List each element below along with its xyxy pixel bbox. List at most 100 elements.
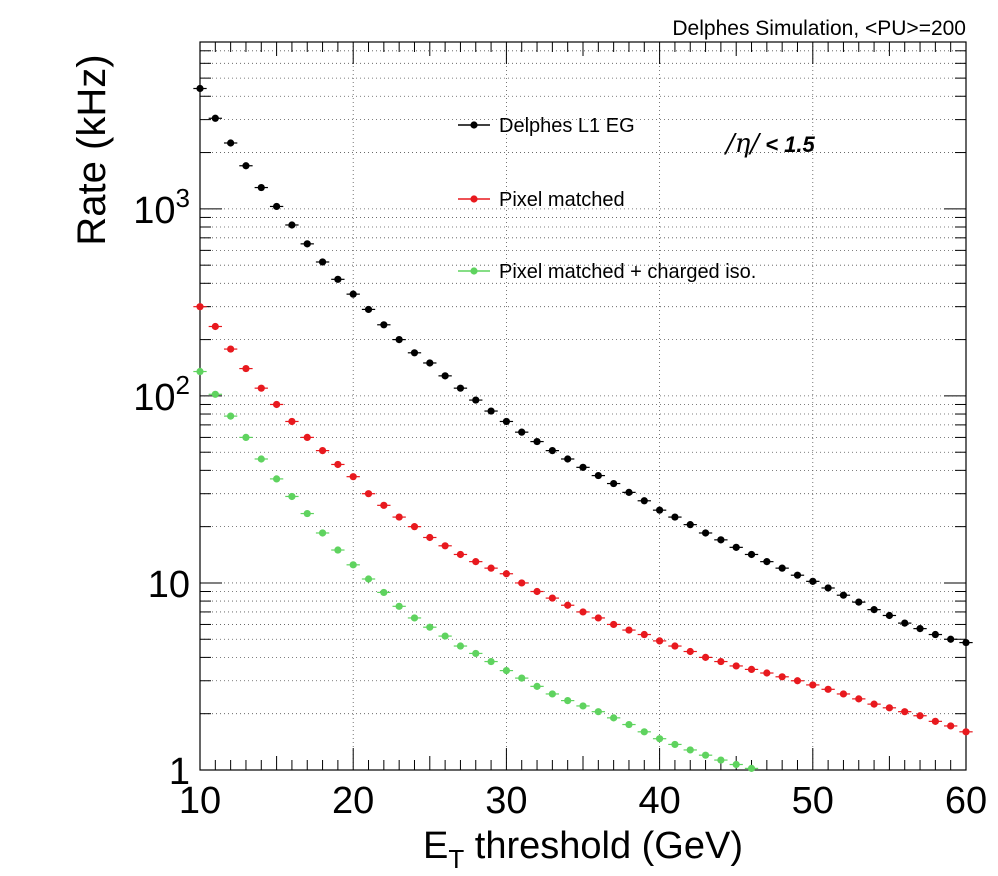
data-point bbox=[196, 84, 204, 93]
data-point bbox=[533, 437, 541, 446]
data-point bbox=[793, 677, 802, 685]
data-point bbox=[334, 275, 342, 283]
y-tick-label: 1 bbox=[169, 751, 190, 793]
data-point bbox=[610, 479, 618, 488]
data-point bbox=[656, 735, 664, 743]
data-point bbox=[947, 635, 955, 643]
data-point bbox=[227, 139, 235, 147]
y-tick-label: 102 bbox=[133, 370, 190, 419]
legend-marker bbox=[470, 267, 478, 275]
data-point bbox=[487, 657, 495, 666]
data-point bbox=[793, 571, 802, 579]
data-point bbox=[625, 626, 633, 634]
data-point bbox=[839, 591, 848, 599]
data-point bbox=[763, 558, 771, 566]
data-point bbox=[242, 364, 250, 373]
data-point bbox=[717, 536, 725, 544]
data-point bbox=[364, 305, 373, 314]
data-point bbox=[962, 638, 970, 647]
data-point bbox=[747, 550, 756, 559]
x-tick-label: 50 bbox=[792, 780, 834, 822]
data-point bbox=[671, 513, 679, 521]
data-point bbox=[227, 345, 235, 353]
data-point bbox=[410, 349, 419, 357]
data-point bbox=[395, 602, 403, 610]
data-point bbox=[548, 447, 556, 455]
x-axis-title-subscript: T bbox=[448, 844, 464, 874]
simulation-header: Delphes Simulation, <PU>=200 bbox=[672, 17, 966, 40]
data-point bbox=[855, 598, 863, 606]
data-point bbox=[564, 696, 572, 705]
data-point bbox=[487, 564, 495, 572]
data-point bbox=[901, 619, 909, 627]
data-point bbox=[579, 608, 587, 616]
grid-lines bbox=[200, 42, 966, 770]
data-point bbox=[870, 606, 878, 614]
x-tick-label: 60 bbox=[945, 780, 987, 822]
data-point bbox=[931, 630, 939, 639]
y-axis-title: Rate (kHz) bbox=[70, 54, 114, 245]
data-point bbox=[640, 497, 648, 505]
plot-frame bbox=[199, 41, 967, 771]
data-point bbox=[717, 756, 725, 764]
data-point bbox=[441, 372, 449, 380]
data-point bbox=[778, 564, 786, 572]
y-tick-label: 103 bbox=[133, 183, 190, 232]
data-point bbox=[227, 412, 235, 420]
data-point bbox=[380, 501, 388, 509]
data-point bbox=[809, 681, 817, 689]
data-point bbox=[686, 521, 694, 529]
data-point bbox=[472, 649, 480, 658]
data-point bbox=[518, 579, 526, 587]
data-point bbox=[502, 570, 510, 578]
legend: Delphes L1 EG Pixel matched Pixel matched … bbox=[458, 115, 756, 283]
data-point bbox=[747, 764, 756, 772]
legend-label: Delphes L1 EG bbox=[499, 115, 635, 137]
data-point bbox=[303, 240, 311, 248]
series-pixel-matched-charged-iso- bbox=[193, 367, 759, 772]
x-tick-label: 20 bbox=[332, 780, 374, 822]
eta-cut-value: < 1.5 bbox=[759, 132, 815, 157]
data-point bbox=[288, 417, 296, 426]
data-point bbox=[518, 428, 526, 436]
data-point bbox=[548, 594, 556, 602]
data-point bbox=[196, 367, 204, 376]
data-point bbox=[318, 258, 327, 266]
data-point bbox=[273, 400, 281, 409]
data-point bbox=[380, 588, 388, 597]
data-point bbox=[701, 529, 710, 537]
data-point bbox=[656, 506, 664, 514]
data-point bbox=[211, 322, 219, 331]
y-tick-labels: 1 10 102 103 bbox=[133, 183, 190, 793]
data-point bbox=[640, 728, 648, 736]
series-delphes-l1-eg bbox=[193, 84, 973, 647]
data-point bbox=[610, 714, 618, 722]
data-point bbox=[701, 653, 710, 661]
data-point bbox=[441, 542, 449, 550]
data-point bbox=[947, 722, 955, 730]
data-point bbox=[763, 669, 771, 677]
data-point bbox=[288, 221, 296, 229]
data-point bbox=[441, 632, 449, 640]
data-point bbox=[885, 611, 894, 620]
data-point bbox=[211, 390, 219, 398]
data-point bbox=[334, 546, 342, 554]
data-point bbox=[855, 695, 863, 703]
data-point bbox=[456, 642, 465, 650]
data-point bbox=[717, 657, 725, 666]
x-tick-label: 30 bbox=[485, 780, 527, 822]
data-point bbox=[410, 614, 419, 622]
x-axis-title-main: E bbox=[423, 825, 448, 867]
data-point bbox=[380, 321, 388, 329]
data-point bbox=[426, 359, 434, 367]
data-point bbox=[778, 673, 786, 681]
data-point bbox=[824, 685, 832, 693]
data-point bbox=[257, 384, 265, 392]
data-point bbox=[809, 577, 817, 585]
data-point bbox=[303, 509, 311, 518]
data-point bbox=[732, 760, 740, 769]
data-point bbox=[196, 303, 204, 311]
data-point bbox=[594, 708, 602, 716]
